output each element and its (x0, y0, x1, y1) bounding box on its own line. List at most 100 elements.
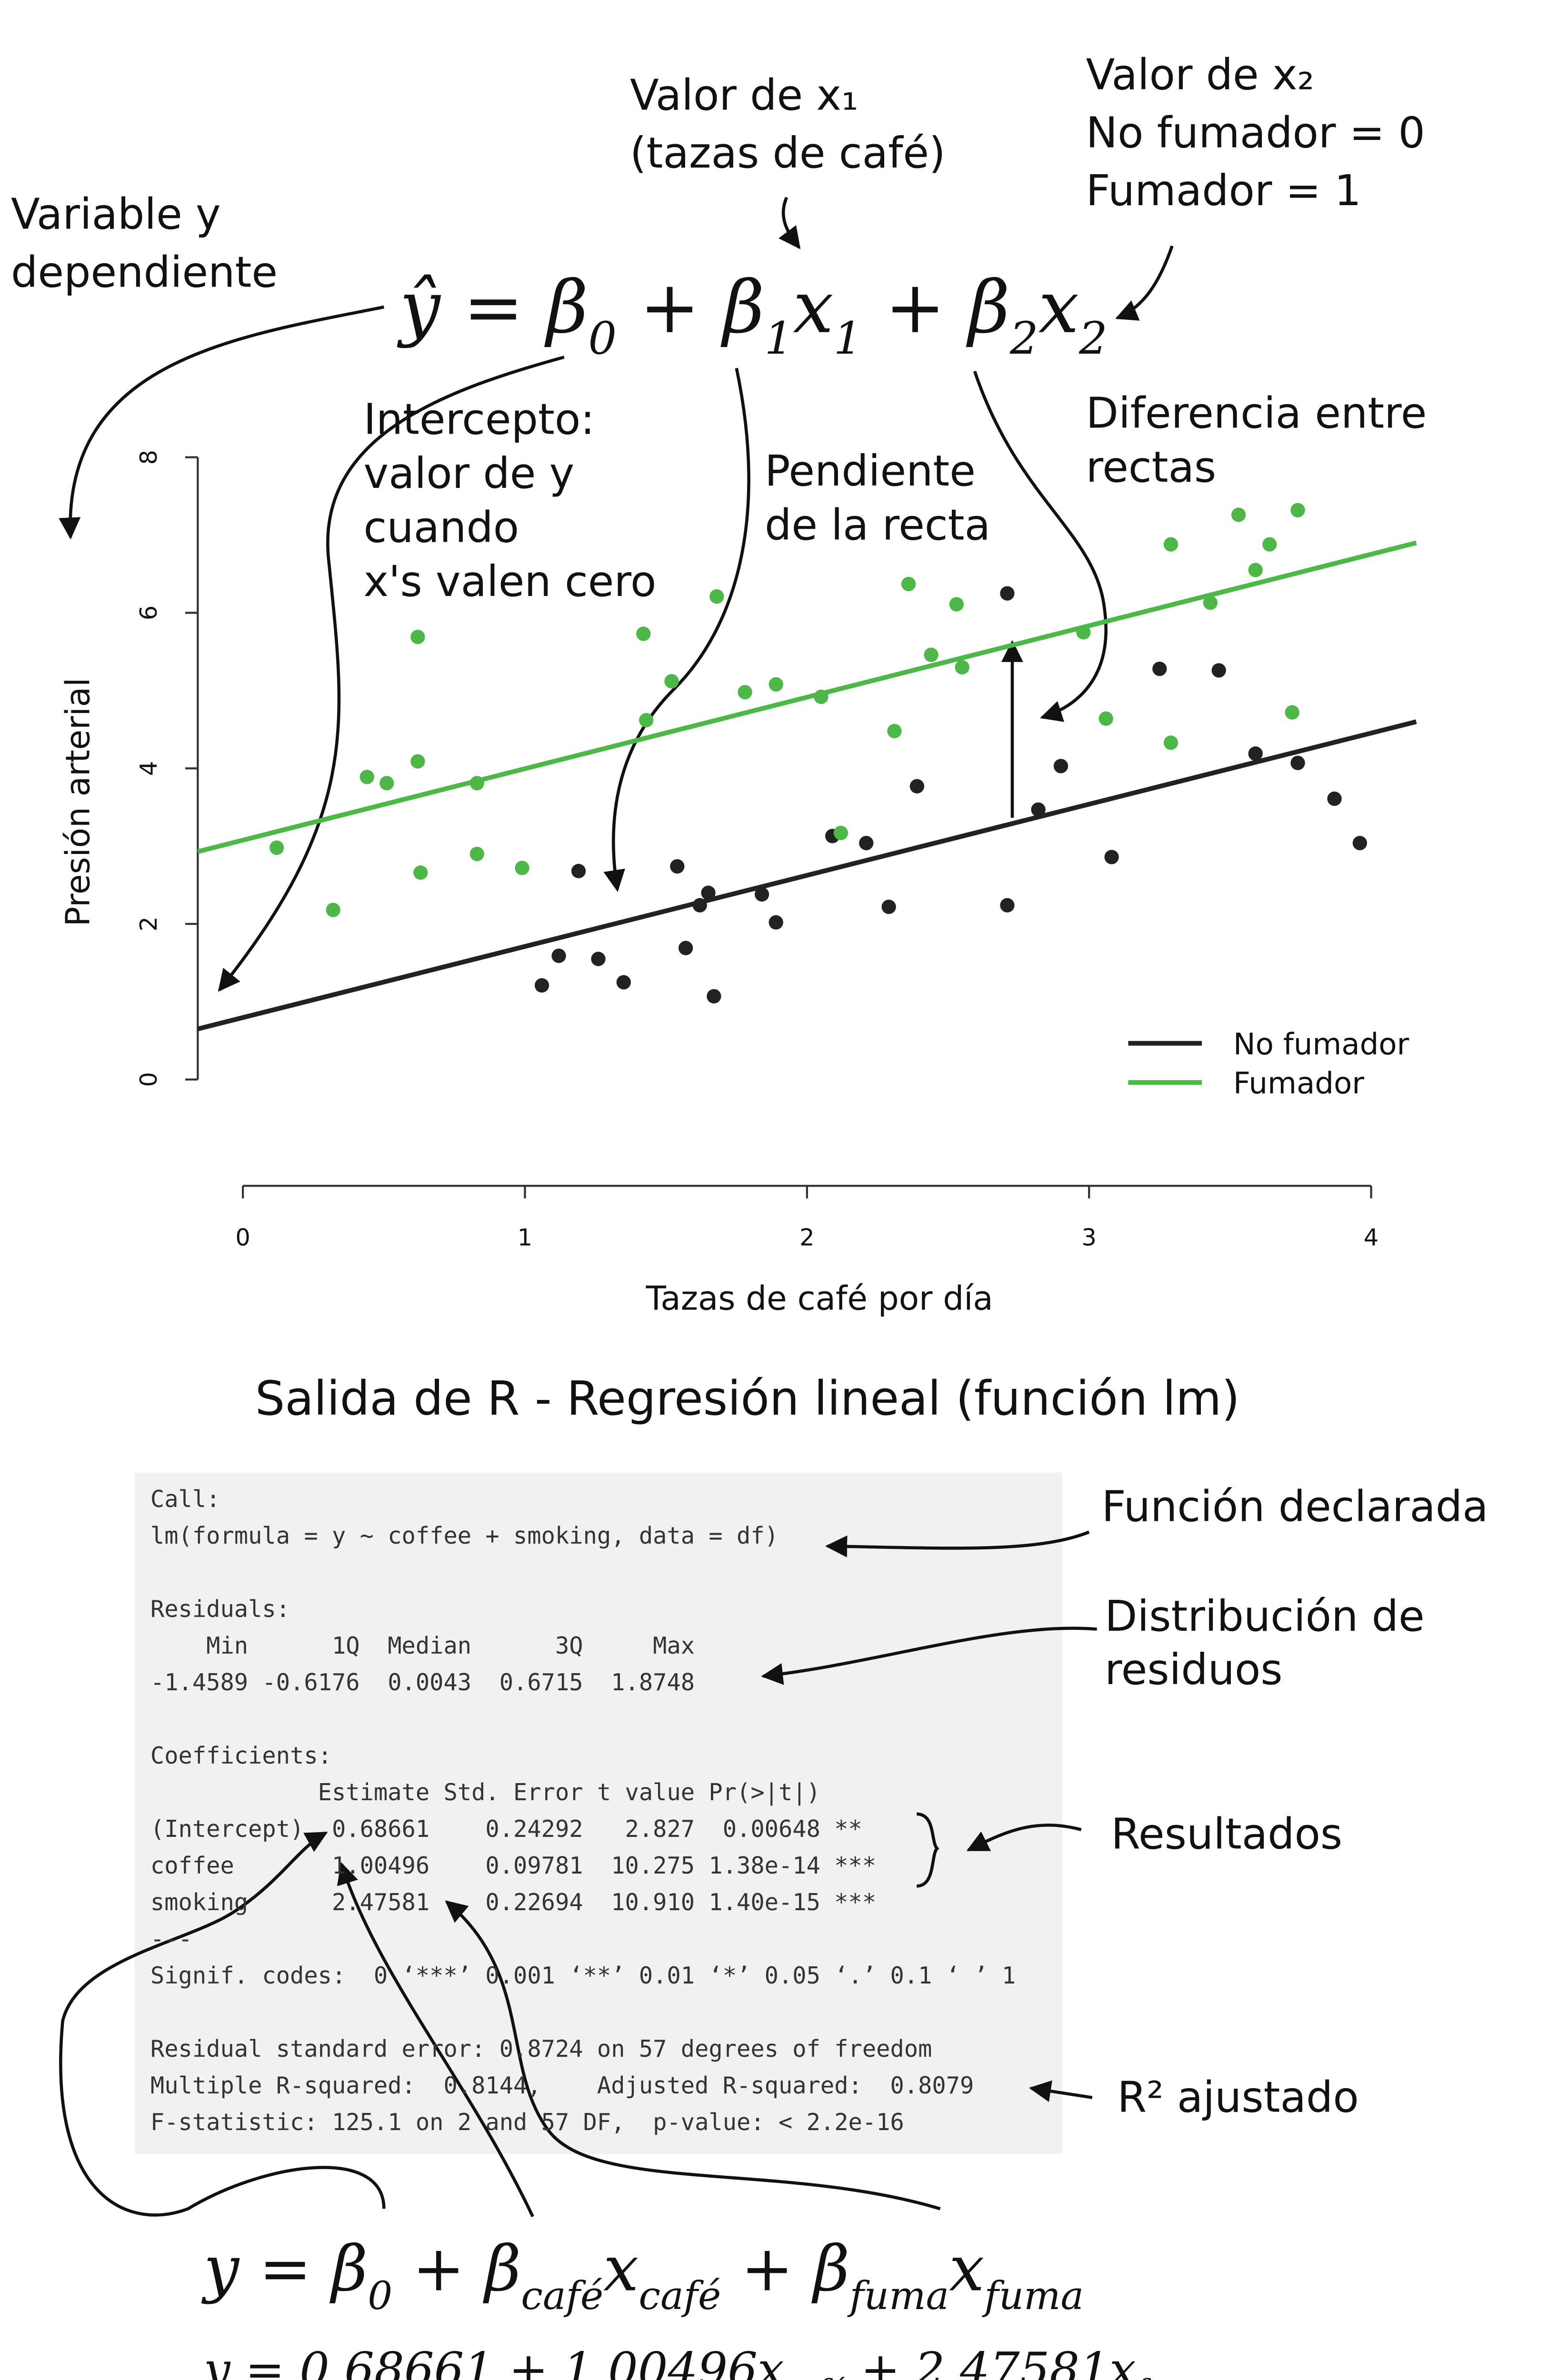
point (738, 684, 752, 700)
y-axis-label: Presión arterial (60, 678, 98, 927)
point (413, 865, 428, 880)
point (410, 754, 425, 769)
point (379, 776, 394, 791)
subscript: 1 (834, 313, 862, 365)
annotation-line: rectas (1086, 443, 1217, 492)
arrow (218, 356, 565, 992)
math-part: x (793, 265, 833, 349)
subscript: 2 (1009, 313, 1038, 365)
subscript: 0 (368, 2273, 392, 2319)
annotation: Variable y dependiente (11, 189, 278, 297)
brace (916, 1812, 939, 1888)
annotation-line: valor de y (364, 449, 575, 498)
point (707, 989, 721, 1004)
point (679, 941, 693, 955)
point (269, 840, 284, 855)
point (1211, 663, 1226, 678)
point (1248, 746, 1263, 761)
point (754, 887, 769, 902)
point (534, 978, 549, 993)
formula: ŷ = β0 + β1x1 + β2x2 (397, 265, 1108, 365)
point (1098, 711, 1113, 726)
point (1248, 563, 1263, 577)
callout: Resultados (1111, 1809, 1342, 1858)
annotation-line: dependiente (11, 248, 278, 297)
r-output-line: Estimate Std. Error t value Pr(>|t|) (150, 1779, 820, 1806)
arrows (59, 197, 1174, 2218)
arrow (59, 1831, 386, 2217)
point (1352, 835, 1367, 851)
callout-line: Resultados (1111, 1809, 1342, 1858)
annotation-line: Intercepto: (364, 395, 595, 444)
annotation-line: (tazas de café) (630, 129, 946, 178)
point (1203, 595, 1218, 610)
point (551, 948, 566, 963)
point (901, 576, 916, 592)
math-part: ŷ = β (397, 265, 588, 349)
point (814, 689, 828, 704)
arrow (761, 1626, 1097, 1685)
callout: R² ajustado (1117, 2073, 1358, 2122)
math-part: x (1038, 265, 1079, 349)
arrow (603, 367, 750, 892)
point (1290, 503, 1305, 517)
r-output-line: Coefficients: (150, 1743, 332, 1769)
callout-line: Distribución de (1105, 1592, 1425, 1641)
annotation-line: Valor de x₁ (630, 70, 858, 119)
subscript: fuma (847, 2273, 949, 2319)
subscript: fuma (981, 2273, 1084, 2319)
annotation-line: Variable y (11, 189, 221, 238)
fit-line (197, 540, 1417, 854)
point (1327, 791, 1342, 806)
point (1290, 755, 1305, 770)
equation: y = β0 + βcaféxcafé + βfumaxfuma (201, 2232, 1084, 2318)
r-output-line: F-statistic: 125.1 on 2 and 57 DF, p-val… (150, 2109, 904, 2136)
annotation-line: Pendiente (765, 446, 976, 496)
point (326, 902, 340, 917)
point (955, 660, 969, 674)
point (469, 776, 484, 791)
point (639, 713, 654, 728)
r-output-line: Signif. codes: 0 ‘***’ 0.001 ‘**’ 0.01 ‘… (150, 1963, 1016, 1989)
point (859, 835, 874, 851)
point (1262, 537, 1277, 552)
point (887, 724, 902, 738)
subscript: 0 (588, 313, 617, 365)
annotation: Diferencia entre rectas (1086, 388, 1427, 492)
r-output-line: lm(formula = y ~ coffee + smoking, data … (150, 1523, 779, 1549)
point (909, 779, 925, 793)
point (1000, 898, 1015, 912)
point (1076, 625, 1091, 640)
point (692, 898, 707, 912)
point (410, 629, 425, 645)
math-part: y = 0,68661 + 1,00496x (202, 2342, 784, 2380)
point (1053, 759, 1068, 774)
x-tick-label: 3 (1082, 1223, 1097, 1251)
point (636, 626, 651, 641)
point (701, 885, 716, 900)
r-output-line: --- (150, 1926, 192, 1953)
r-output-line: Call: (150, 1486, 220, 1513)
math-part: + β (721, 2232, 849, 2305)
x-tick-label: 1 (518, 1223, 532, 1251)
math-part: x (603, 2232, 639, 2305)
annotation-line: No fumador = 0 (1086, 108, 1425, 157)
arrow (337, 1862, 534, 2218)
annotation-line: cuando (364, 503, 519, 552)
point (769, 915, 783, 930)
math-part: + β (392, 2232, 521, 2305)
annotation: Pendiente de la recta (765, 446, 990, 550)
arrow (825, 1530, 1090, 1557)
annotation-line: x's valen cero (364, 557, 657, 606)
y-tick-label: 8 (135, 450, 162, 465)
subscript: 1 (765, 313, 793, 365)
point (924, 647, 938, 662)
subscript: fuma (1134, 2373, 1211, 2380)
point (1152, 661, 1167, 676)
point (769, 677, 783, 692)
y-tick-label: 2 (135, 916, 162, 931)
arrow (1115, 245, 1174, 321)
point (1163, 735, 1178, 750)
